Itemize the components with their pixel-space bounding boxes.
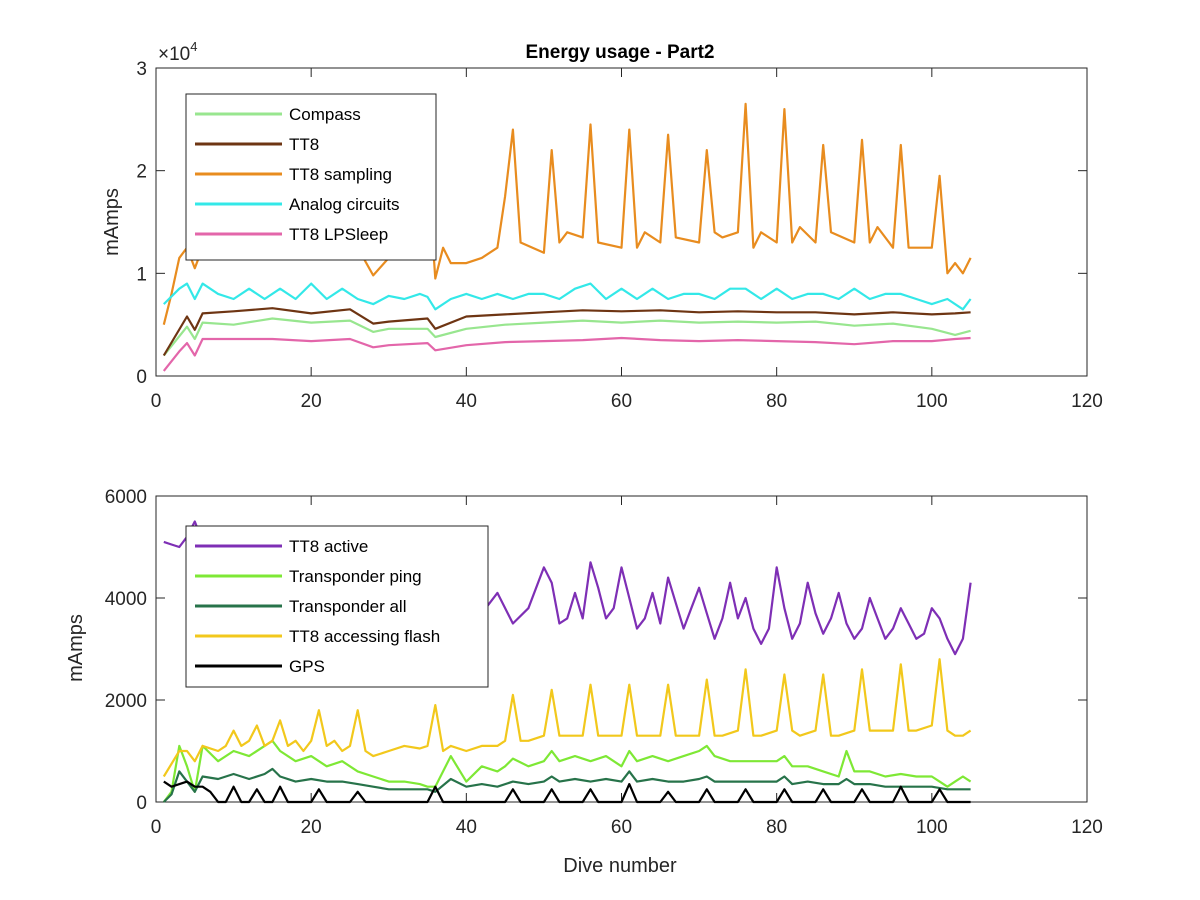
- y-tick-label: 0: [136, 367, 147, 388]
- legend-label-tt8-sampling: TT8 sampling: [289, 165, 392, 184]
- energy-chart-part2-top: 0 20 40 60 80 100 120 0 1 2 3 Compass TT8 TT8 samplin…: [101, 39, 1103, 412]
- series-line-tt8: [162, 307, 971, 357]
- y-axis-label-bottom: mAmps: [65, 614, 87, 682]
- plot-area-top: 0 20 40 60 80 100 120 0 1 2 3 Compass TT8 TT8 samplin…: [136, 59, 1102, 412]
- x-tick-label: 40: [456, 391, 477, 412]
- y-exponent-label: ×104: [158, 39, 197, 65]
- x-tick-label: 20: [301, 391, 322, 412]
- series-line-transponder-all: [163, 767, 971, 803]
- series-line-compass: [162, 317, 971, 357]
- y-tick-label: 2000: [105, 691, 147, 712]
- y-tick-label: 3: [136, 59, 147, 80]
- x-tick-label: 80: [766, 817, 787, 838]
- series-line-transponder-ping: [162, 739, 972, 803]
- energy-chart-bottom: 0 20 40 60 80 100 120 0 2000 4000 6000 TT8 active Tr…: [65, 487, 1103, 877]
- legend-label-tt8-accessing-flash: TT8 accessing flash: [289, 627, 440, 646]
- y-exponent-power: 4: [190, 39, 197, 54]
- legend: Compass TT8 TT8 sampling Analog circuits TT8…: [185, 93, 437, 261]
- series-line-tt8-accessing-flash: [162, 658, 972, 778]
- x-tick-label: 120: [1071, 817, 1103, 838]
- x-axis-label: Dive number: [563, 855, 677, 877]
- x-tick-label: 60: [611, 817, 632, 838]
- legend: TT8 active Transponder ping Transponder al…: [185, 525, 489, 688]
- y-tick-label: 6000: [105, 487, 147, 508]
- y-axis-label-top: mAmps: [101, 188, 123, 256]
- legend-label-tt8-active: TT8 active: [289, 537, 368, 556]
- y-tick-label: 2: [136, 162, 147, 183]
- x-tick-label: 40: [456, 817, 477, 838]
- x-tick-label: 120: [1071, 391, 1103, 412]
- y-tick-label: 0: [136, 793, 147, 814]
- legend-label-tt8-lpsleep: TT8 LPSleep: [289, 225, 388, 244]
- legend-label-analog-circuits: Analog circuits: [289, 195, 400, 214]
- y-tick-label: 1: [136, 264, 147, 285]
- x-tick-label: 0: [151, 817, 162, 838]
- chart-title: Energy usage - Part2: [525, 42, 714, 63]
- y-tick-label: 4000: [105, 589, 147, 610]
- legend-label-compass: Compass: [289, 105, 361, 124]
- y-exponent-base: ×10: [158, 44, 190, 65]
- x-tick-label: 80: [766, 391, 787, 412]
- plot-area-bottom: 0 20 40 60 80 100 120 0 2000 4000 6000 TT8 active Tr…: [105, 487, 1103, 838]
- legend-label-gps: GPS: [289, 657, 325, 676]
- x-tick-label: 100: [916, 817, 948, 838]
- legend-label-tt8: TT8: [289, 135, 319, 154]
- x-tick-label: 100: [916, 391, 948, 412]
- series-line-gps: [163, 780, 971, 804]
- series-line-tt8-lpsleep: [162, 336, 971, 372]
- legend-label-transponder-all: Transponder all: [289, 597, 407, 616]
- x-tick-label: 60: [611, 391, 632, 412]
- legend-label-transponder-ping: Transponder ping: [289, 567, 422, 586]
- series-line-analog-circuits: [163, 282, 972, 311]
- x-tick-label: 20: [301, 817, 322, 838]
- x-tick-label: 0: [151, 391, 162, 412]
- legend-box: [185, 93, 437, 261]
